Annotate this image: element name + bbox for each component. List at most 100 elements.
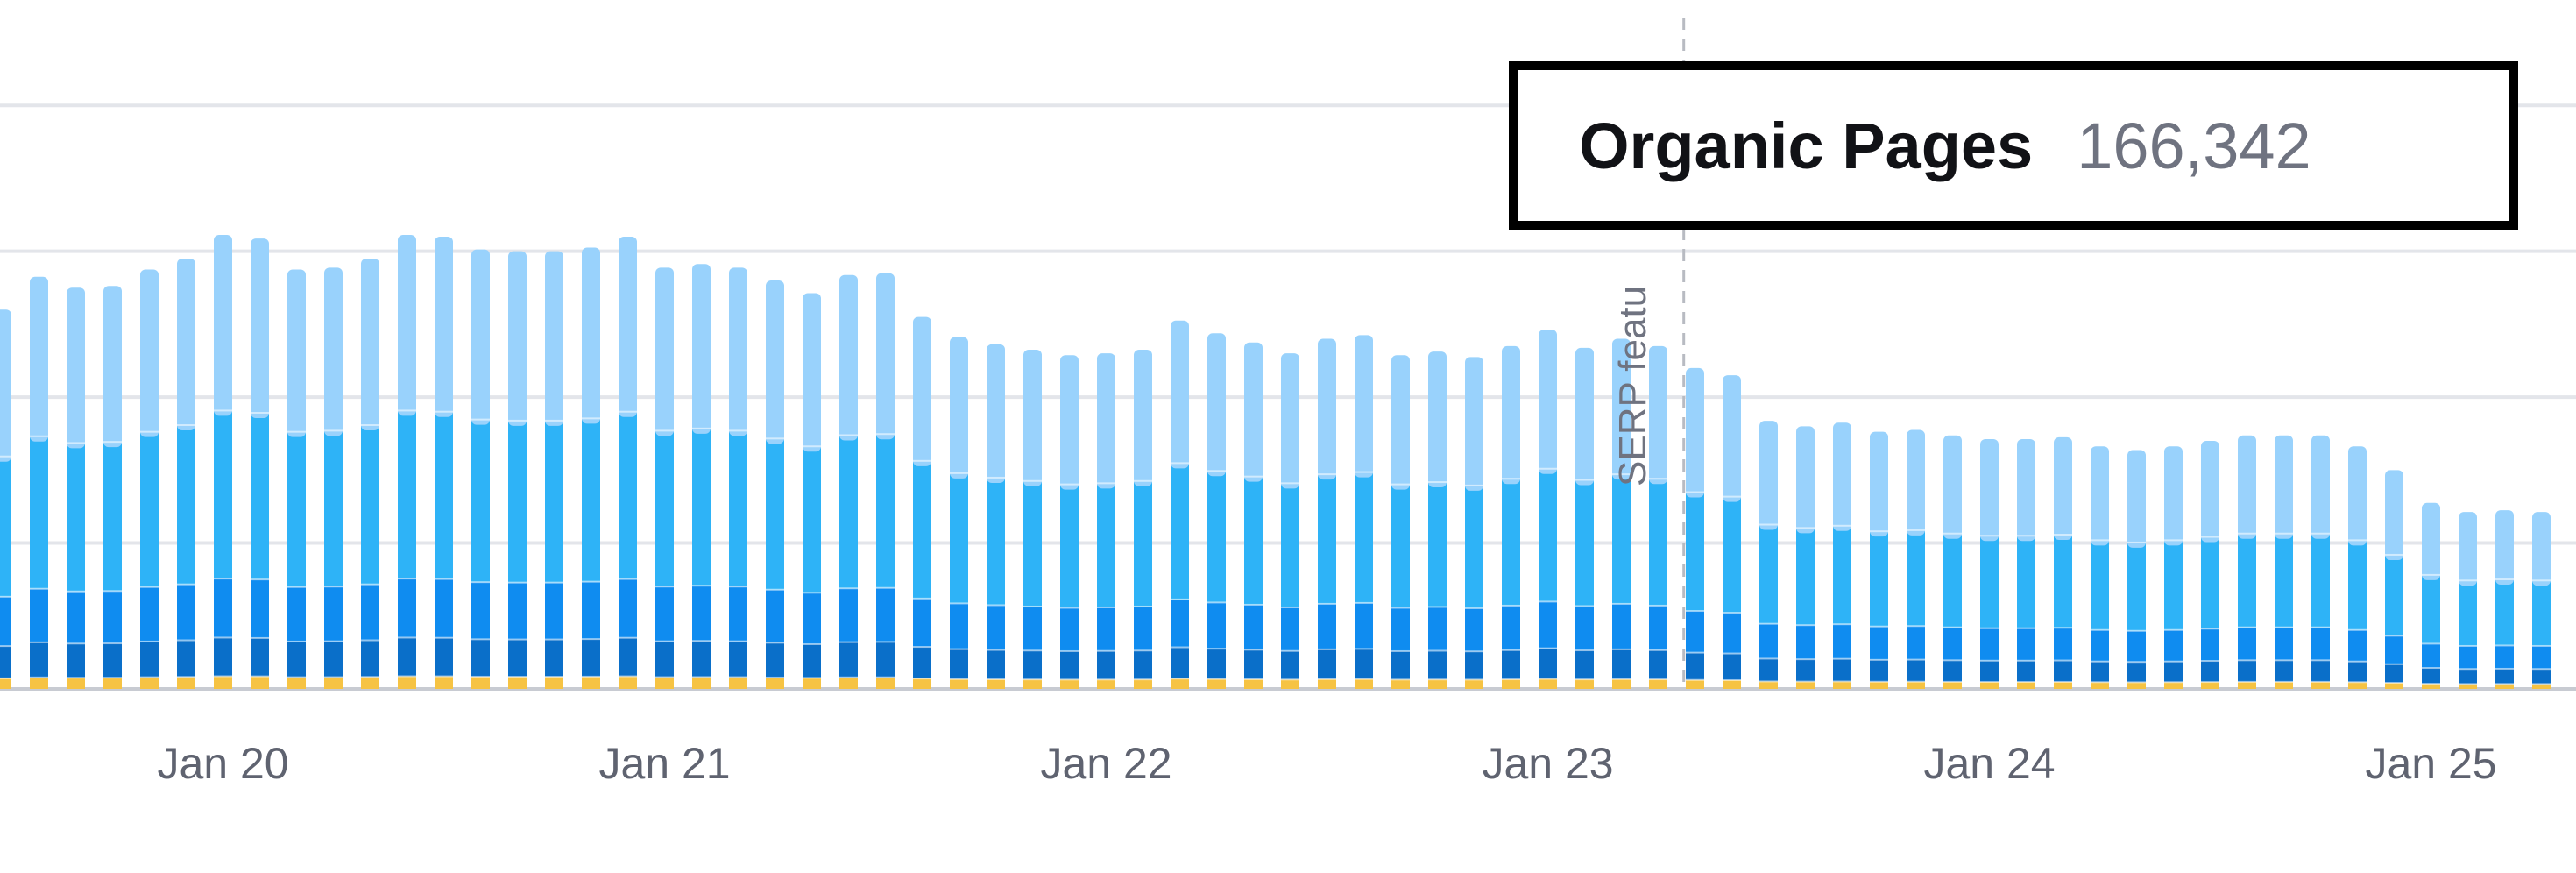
bar-segment[interactable] — [803, 293, 821, 452]
bar-segment[interactable] — [2054, 628, 2072, 661]
bar-segment[interactable] — [2495, 684, 2514, 689]
bar-stack[interactable] — [1796, 426, 1815, 689]
bar-segment[interactable] — [398, 578, 416, 638]
bar-segment[interactable] — [1612, 603, 1631, 649]
bar-stack[interactable] — [1391, 355, 1410, 689]
bar-segment[interactable] — [1207, 333, 1226, 477]
bar-segment[interactable] — [1649, 479, 1667, 606]
bar-segment[interactable] — [876, 434, 895, 588]
bar-segment[interactable] — [2017, 628, 2035, 661]
bar-segment[interactable] — [0, 678, 11, 689]
bar-segment[interactable] — [324, 586, 343, 642]
bar-segment[interactable] — [2201, 536, 2219, 629]
bar-segment[interactable] — [1465, 679, 1483, 689]
bar-segment[interactable] — [1796, 659, 1815, 682]
bar-segment[interactable] — [2091, 629, 2109, 662]
bar-segment[interactable] — [1612, 649, 1631, 679]
bar-stack[interactable] — [2422, 502, 2440, 689]
bar-segment[interactable] — [287, 641, 306, 678]
bar-segment[interactable] — [1207, 602, 1226, 649]
bar-stack[interactable] — [2385, 470, 2403, 689]
bar-stack[interactable] — [1318, 338, 1336, 689]
bar-stack[interactable] — [2054, 436, 2072, 689]
bar-segment[interactable] — [1575, 606, 1594, 651]
bar-segment[interactable] — [1759, 524, 1778, 624]
bar-segment[interactable] — [1391, 355, 1410, 490]
bar-segment[interactable] — [1023, 679, 1042, 689]
bar-segment[interactable] — [251, 676, 269, 689]
bar-segment[interactable] — [1723, 375, 1741, 502]
bar-stack[interactable] — [2275, 435, 2293, 689]
bar-segment[interactable] — [398, 676, 416, 689]
bar-stack[interactable] — [655, 267, 674, 689]
bar-segment[interactable] — [913, 460, 931, 599]
bar-segment[interactable] — [2422, 502, 2440, 580]
bar-segment[interactable] — [839, 677, 858, 689]
bar-segment[interactable] — [324, 641, 343, 678]
bar-segment[interactable] — [1649, 679, 1667, 689]
bar-segment[interactable] — [2311, 681, 2330, 689]
bar-segment[interactable] — [2495, 645, 2514, 669]
bar-segment[interactable] — [1244, 476, 1263, 605]
bar-stack[interactable] — [1502, 345, 1520, 689]
bar-segment[interactable] — [1539, 468, 1557, 602]
bar-segment[interactable] — [913, 316, 931, 466]
bar-segment[interactable] — [103, 442, 122, 592]
bar-segment[interactable] — [1134, 350, 1152, 486]
bar-stack[interactable] — [1428, 351, 1447, 689]
bar-stack[interactable] — [67, 287, 85, 689]
bar-segment[interactable] — [67, 643, 85, 678]
bar-segment[interactable] — [2164, 540, 2183, 630]
bar-segment[interactable] — [2348, 446, 2367, 546]
bar-segment[interactable] — [2385, 554, 2403, 636]
bar-segment[interactable] — [1502, 479, 1520, 606]
bar-segment[interactable] — [2422, 668, 2440, 685]
bar-stack[interactable] — [2532, 512, 2551, 689]
bar-stack[interactable] — [692, 264, 711, 689]
bar-segment[interactable] — [2275, 435, 2293, 539]
bar-stack[interactable] — [1097, 353, 1115, 689]
bar-segment[interactable] — [913, 647, 931, 679]
bar-segment[interactable] — [103, 678, 122, 689]
bar-segment[interactable] — [508, 251, 527, 426]
bar-segment[interactable] — [2238, 660, 2256, 682]
bar-segment[interactable] — [361, 584, 379, 641]
bar-segment[interactable] — [471, 676, 490, 689]
bar-stack[interactable] — [1465, 357, 1483, 689]
bar-segment[interactable] — [1318, 678, 1336, 689]
bar-stack[interactable] — [2459, 512, 2477, 689]
bar-segment[interactable] — [361, 425, 379, 585]
bar-segment[interactable] — [0, 646, 11, 678]
bar-segment[interactable] — [913, 598, 931, 648]
bar-segment[interactable] — [1355, 678, 1373, 689]
bar-segment[interactable] — [435, 237, 453, 417]
bar-stack[interactable] — [1244, 342, 1263, 689]
bar-stack[interactable] — [2311, 435, 2330, 689]
bar-segment[interactable] — [2127, 662, 2146, 683]
bar-segment[interactable] — [1612, 338, 1631, 480]
bar-segment[interactable] — [1023, 606, 1042, 651]
bar-segment[interactable] — [1171, 320, 1189, 469]
bar-segment[interactable] — [950, 649, 968, 679]
bar-segment[interactable] — [545, 677, 563, 689]
bar-segment[interactable] — [2275, 681, 2293, 689]
bar-stack[interactable] — [1759, 421, 1778, 689]
bar-segment[interactable] — [1281, 650, 1299, 680]
bar-segment[interactable] — [508, 677, 527, 689]
bar-stack[interactable] — [2495, 510, 2514, 689]
bar-segment[interactable] — [251, 412, 269, 580]
bar-segment[interactable] — [950, 472, 968, 604]
bar-stack[interactable] — [361, 258, 379, 689]
bar-segment[interactable] — [2348, 682, 2367, 689]
bar-segment[interactable] — [545, 639, 563, 678]
bar-segment[interactable] — [1686, 679, 1704, 689]
bar-stack[interactable] — [1539, 330, 1557, 689]
bar-segment[interactable] — [1907, 681, 1925, 689]
bar-segment[interactable] — [2532, 669, 2551, 685]
bar-segment[interactable] — [1870, 431, 1888, 537]
bar-stack[interactable] — [140, 269, 159, 689]
bar-stack[interactable] — [1870, 431, 1888, 689]
bar-segment[interactable] — [766, 589, 784, 643]
bar-segment[interactable] — [545, 582, 563, 640]
bar-segment[interactable] — [1355, 649, 1373, 679]
